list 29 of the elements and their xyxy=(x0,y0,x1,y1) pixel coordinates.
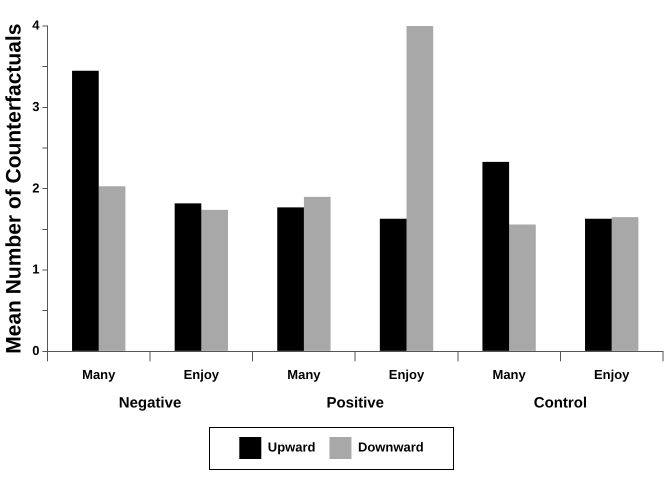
legend-label: Upward xyxy=(268,440,316,455)
bar xyxy=(380,218,407,351)
legend-label: Downward xyxy=(358,440,424,455)
y-tick-label: 0 xyxy=(32,342,40,358)
bar xyxy=(277,207,304,351)
x-tick-label: Enjoy xyxy=(184,366,220,382)
x-tick-label: Many xyxy=(82,366,116,382)
bar xyxy=(509,224,536,351)
x-tick-label: Enjoy xyxy=(594,366,630,382)
bar xyxy=(174,203,202,351)
x-tick-label: Many xyxy=(287,366,322,382)
x-tick-label: Many xyxy=(492,366,526,382)
y-tick-label: 1 xyxy=(32,262,40,277)
y-tick-label: 2 xyxy=(32,180,40,196)
text: Negative xyxy=(118,394,182,412)
bar xyxy=(482,162,510,351)
bar xyxy=(304,196,331,351)
bar xyxy=(201,210,228,351)
y-tick-label: 3 xyxy=(32,98,40,114)
bar xyxy=(406,26,434,351)
bar xyxy=(98,186,126,351)
bar xyxy=(585,218,612,351)
x-tick-label: Enjoy xyxy=(388,366,425,382)
text: Positive xyxy=(326,394,384,412)
y-tick-label: 4 xyxy=(32,18,40,33)
text: Control xyxy=(534,394,588,412)
bar xyxy=(72,70,99,351)
y-axis-title: Mean Number of Counterfactuals xyxy=(2,24,26,354)
bar xyxy=(612,217,638,351)
